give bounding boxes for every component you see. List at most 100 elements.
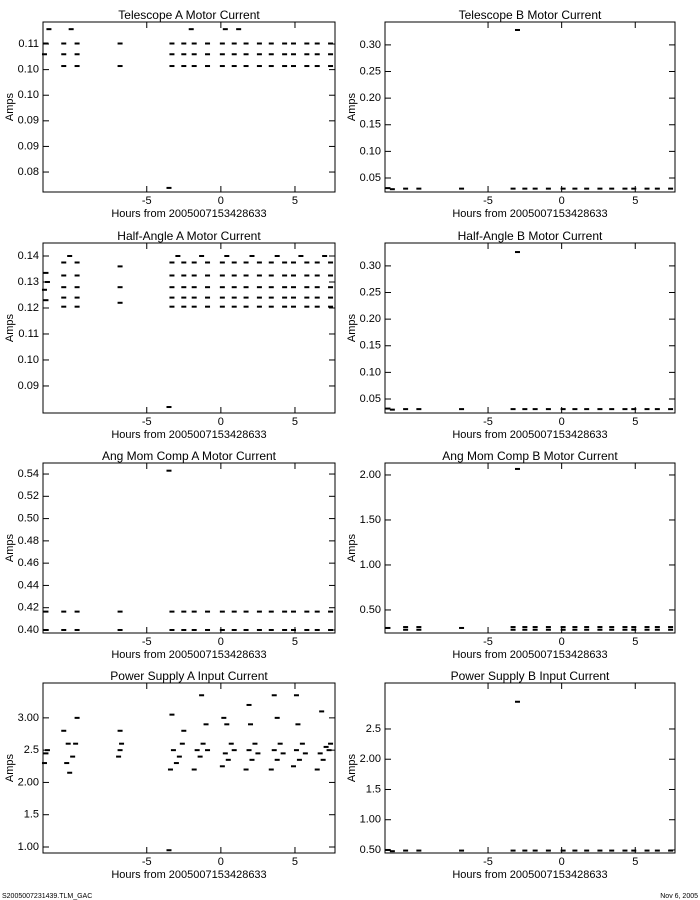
data-point [304, 274, 310, 277]
x-axis-label: Hours from 2005007153428633 [111, 869, 266, 881]
data-point [205, 628, 211, 631]
data-point [314, 274, 320, 277]
data-point [74, 65, 80, 68]
data-point [459, 187, 465, 190]
data-point [293, 694, 299, 697]
data-point [117, 610, 123, 613]
y-tick-label: 2.5 [24, 744, 39, 756]
data-point [609, 187, 615, 190]
y-tick-label: 0.20 [360, 313, 381, 325]
data-point [181, 274, 187, 277]
data-point [268, 296, 274, 299]
data-point [117, 65, 123, 68]
data-point [205, 286, 211, 289]
data-point [268, 274, 274, 277]
data-point [560, 626, 566, 629]
data-point [243, 286, 249, 289]
data-point [584, 408, 590, 411]
data-point [268, 286, 274, 289]
data-point [181, 296, 187, 299]
y-tick-label: 0.44 [18, 579, 39, 591]
data-point [314, 768, 320, 771]
data-point [181, 286, 187, 289]
data-point [205, 296, 211, 299]
data-point [668, 408, 674, 411]
data-point [622, 187, 628, 190]
y-tick-label: 0.50 [360, 604, 381, 616]
data-point [532, 628, 538, 631]
plot-frame [42, 21, 336, 193]
y-tick-label: 0.42 [18, 602, 39, 614]
data-point [631, 408, 637, 411]
footer-right: Nov 6, 2005 [660, 893, 698, 900]
data-point [221, 716, 227, 719]
data-point [46, 28, 52, 31]
data-point [225, 758, 231, 761]
data-point [609, 628, 615, 631]
y-tick-label: 0.10 [18, 64, 39, 76]
y-tick-label: 0.48 [18, 535, 39, 547]
data-point [219, 628, 225, 631]
data-point [631, 628, 637, 631]
data-point [459, 849, 465, 852]
data-point [389, 188, 395, 191]
data-point [314, 628, 320, 631]
data-point [61, 729, 67, 732]
data-point [389, 408, 395, 411]
data-point [584, 187, 590, 190]
data-point [181, 610, 187, 613]
data-point [231, 296, 237, 299]
data-point [403, 626, 409, 629]
y-tick-label: 2.00 [360, 469, 381, 481]
x-tick-label: 0 [218, 416, 224, 428]
data-point [219, 286, 225, 289]
data-point [668, 626, 674, 629]
data-point [224, 254, 230, 257]
x-axis-label: Hours from 2005007153428633 [452, 649, 607, 661]
data-point [282, 274, 288, 277]
data-point [61, 65, 67, 68]
data-point [74, 53, 80, 56]
data-point [459, 408, 465, 411]
data-point [74, 274, 80, 277]
data-point [328, 296, 334, 299]
data-point [243, 305, 249, 308]
y-tick-label: 2.00 [18, 776, 39, 788]
data-point [169, 53, 175, 56]
data-point [560, 187, 566, 190]
data-point [252, 742, 258, 745]
data-point [295, 723, 301, 726]
data-point [609, 849, 615, 852]
y-tick-label: 1.00 [360, 559, 381, 571]
data-point [256, 286, 262, 289]
data-point [274, 716, 280, 719]
data-point [243, 274, 249, 277]
data-point [304, 261, 310, 264]
data-point [622, 626, 628, 629]
data-point [191, 274, 197, 277]
data-point [200, 742, 206, 745]
data-point [176, 755, 182, 758]
data-point [304, 42, 310, 45]
y-tick-label: 0.30 [360, 260, 381, 272]
data-point [314, 296, 320, 299]
y-tick-label: 0.09 [18, 140, 39, 152]
data-point [231, 305, 237, 308]
data-point [654, 849, 660, 852]
plot-frame [42, 682, 336, 854]
y-tick-label: 3.00 [18, 712, 39, 724]
data-point [514, 467, 520, 470]
data-point [191, 768, 197, 771]
data-point [61, 305, 67, 308]
data-point [243, 768, 249, 771]
data-point [644, 849, 650, 852]
data-point [44, 749, 50, 752]
data-point [175, 254, 181, 257]
data-point [416, 408, 422, 411]
data-point [224, 723, 230, 726]
data-point [268, 305, 274, 308]
data-point [74, 305, 80, 308]
y-tick-label: 0.09 [18, 380, 39, 392]
data-point [416, 187, 422, 190]
data-point [290, 286, 296, 289]
